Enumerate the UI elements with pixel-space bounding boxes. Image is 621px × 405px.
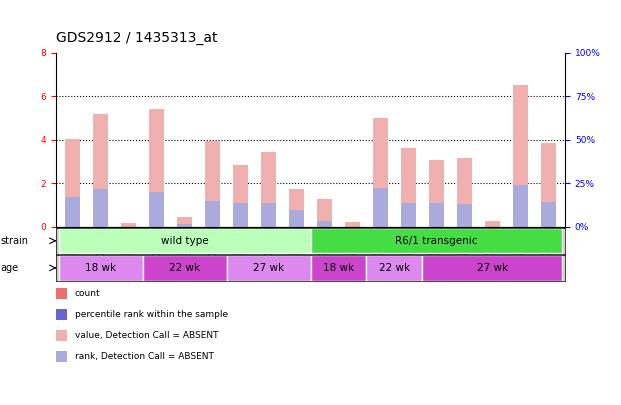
Text: 22 wk: 22 wk <box>379 263 410 273</box>
Text: age: age <box>1 263 19 273</box>
Bar <box>541 143 556 227</box>
Bar <box>310 228 562 254</box>
Bar <box>456 204 472 227</box>
Text: strain: strain <box>1 236 29 246</box>
Bar <box>401 203 416 227</box>
Text: value, Detection Call = ABSENT: value, Detection Call = ABSENT <box>75 331 218 340</box>
Bar <box>121 223 137 227</box>
Bar <box>541 202 556 227</box>
Text: 18 wk: 18 wk <box>85 263 116 273</box>
Text: R6/1 transgenic: R6/1 transgenic <box>395 236 478 246</box>
Bar <box>317 198 332 227</box>
Bar <box>93 113 108 227</box>
Bar <box>484 221 500 227</box>
Bar <box>345 222 360 227</box>
Bar <box>289 211 304 227</box>
Text: 27 wk: 27 wk <box>477 263 508 273</box>
Text: 27 wk: 27 wk <box>253 263 284 273</box>
Bar <box>205 141 220 227</box>
Text: percentile rank within the sample: percentile rank within the sample <box>75 310 228 319</box>
Bar <box>227 255 310 281</box>
Bar <box>289 189 304 227</box>
Bar <box>317 222 332 227</box>
Bar <box>513 185 528 227</box>
Bar <box>149 109 165 227</box>
Bar <box>149 192 165 227</box>
Text: rank, Detection Call = ABSENT: rank, Detection Call = ABSENT <box>75 352 214 361</box>
Bar <box>366 255 422 281</box>
Bar <box>143 255 227 281</box>
Bar <box>65 139 80 227</box>
Bar <box>93 189 108 227</box>
Bar <box>422 255 562 281</box>
Bar <box>428 160 444 227</box>
Bar <box>373 118 388 227</box>
Bar <box>177 217 193 227</box>
Bar <box>456 158 472 227</box>
Bar <box>401 149 416 227</box>
Bar <box>310 255 366 281</box>
Text: GDS2912 / 1435313_at: GDS2912 / 1435313_at <box>56 30 217 45</box>
Text: count: count <box>75 289 100 298</box>
Bar <box>373 188 388 227</box>
Bar <box>59 228 310 254</box>
Text: 18 wk: 18 wk <box>323 263 354 273</box>
Bar <box>233 165 248 227</box>
Bar <box>65 197 80 227</box>
Bar <box>428 203 444 227</box>
Bar <box>261 152 276 227</box>
Bar <box>59 255 143 281</box>
Bar <box>205 201 220 227</box>
Bar <box>261 203 276 227</box>
Bar <box>233 203 248 227</box>
Bar <box>513 85 528 227</box>
Bar <box>177 224 193 227</box>
Text: wild type: wild type <box>161 236 209 246</box>
Text: 22 wk: 22 wk <box>169 263 200 273</box>
